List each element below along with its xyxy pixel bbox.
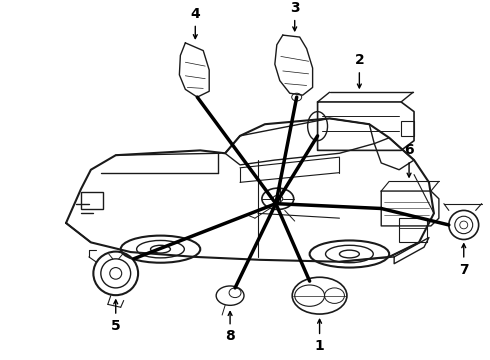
Text: 1: 1: [315, 339, 324, 353]
Text: 6: 6: [404, 143, 414, 157]
Text: 7: 7: [459, 262, 468, 276]
Bar: [401, 121, 414, 136]
Text: 3: 3: [290, 1, 299, 15]
Bar: [81, 192, 103, 210]
Text: 8: 8: [225, 329, 235, 343]
Text: 2: 2: [354, 53, 364, 67]
Text: 4: 4: [191, 7, 200, 21]
Text: 5: 5: [111, 319, 121, 333]
Bar: [399, 218, 427, 242]
